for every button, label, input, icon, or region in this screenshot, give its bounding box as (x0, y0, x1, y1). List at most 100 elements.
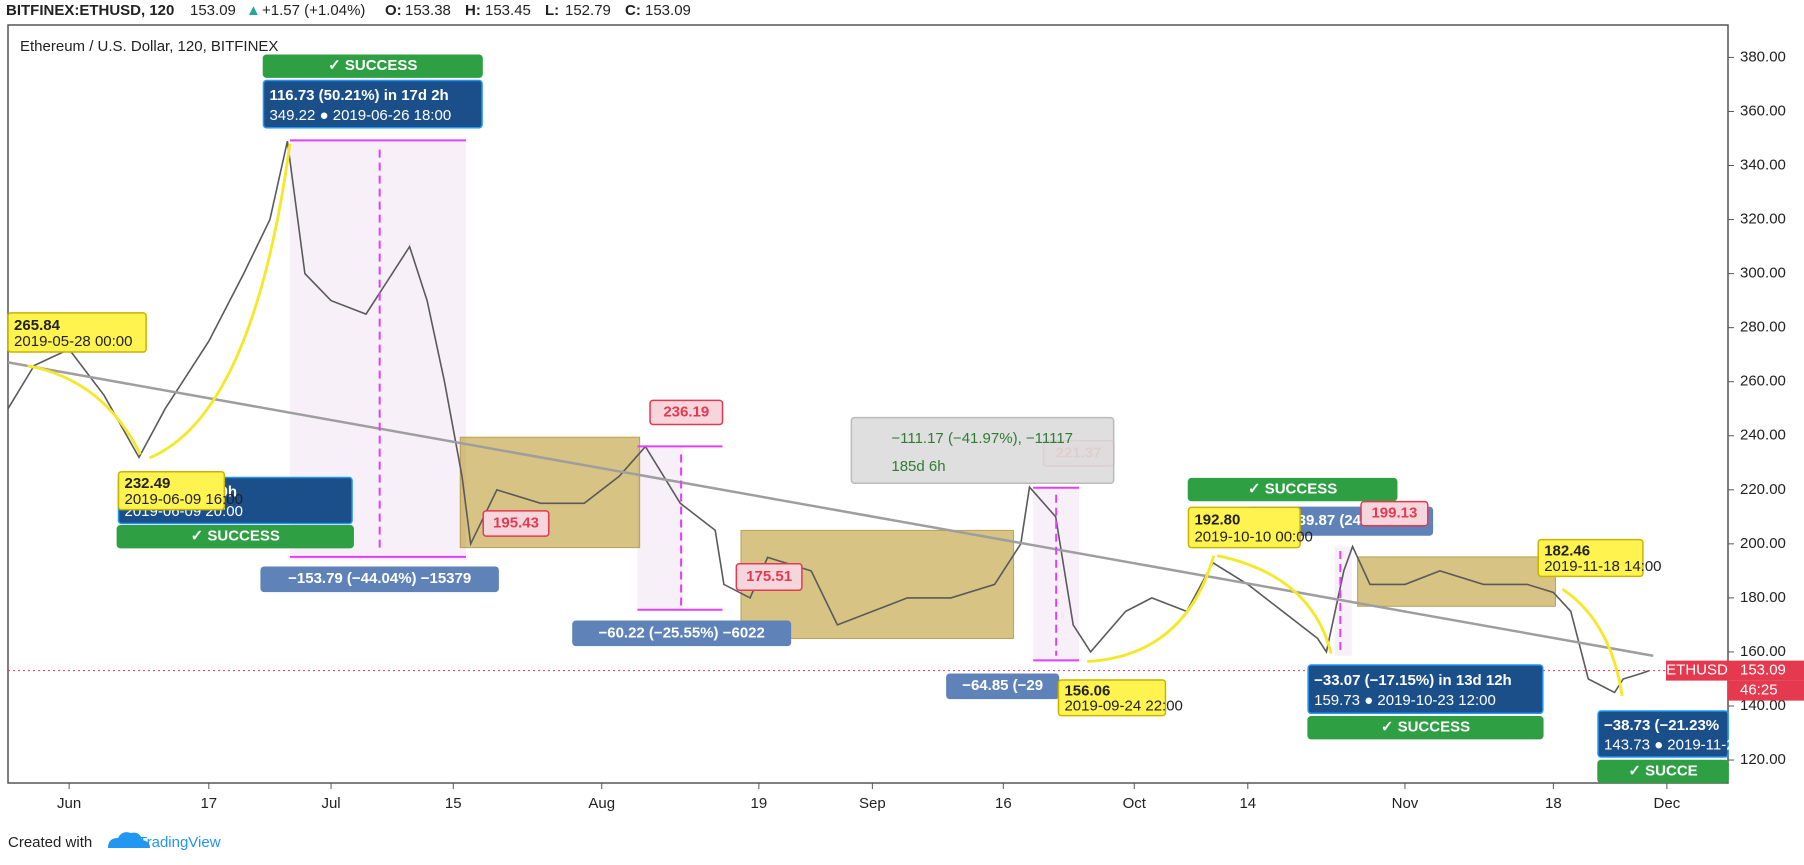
y-tick-label: 120.00 (1740, 751, 1786, 768)
callout-box (1597, 759, 1729, 784)
curve-arrow (1561, 587, 1624, 697)
y-tick-label: 280.00 (1740, 319, 1786, 336)
curve-arrow (27, 364, 142, 456)
callout-box (262, 79, 483, 129)
callout-box (1307, 664, 1544, 715)
ohlc-label: C: (625, 2, 641, 19)
callout-text: 2019-11-18 14:00 (1544, 558, 1661, 575)
callout-text: 349.22 ● 2019-06-26 18:00 (269, 107, 451, 124)
x-tick-label: Aug (588, 795, 615, 812)
callout-text: −153.79 (−44.04%) −15379 (288, 570, 471, 587)
callout-text: 116.73 (50.21%) in 17d 2h (269, 87, 448, 104)
callout-text: 2019-05-28 00:00 (14, 333, 132, 350)
x-tick-label: Jul (321, 795, 340, 812)
ohlc-value: 153.09 (645, 2, 691, 19)
curve-arrow (1087, 555, 1216, 663)
price-line (7, 141, 1650, 694)
callout-text: 2019-09-24 22:00 (1064, 698, 1182, 715)
callout-text: 156.06 (1064, 683, 1110, 700)
callout-box (1057, 679, 1167, 717)
callout-text: 195.43 (493, 514, 539, 531)
symbol: BITFINEX:ETHUSD, 120 (6, 2, 174, 19)
callout-box (1537, 538, 1644, 578)
callout-text: ✓ SUCCESS (1381, 719, 1470, 736)
footer-text: Created with (8, 834, 92, 851)
callout-box (1597, 710, 1729, 758)
x-tick-label: 16 (995, 795, 1012, 812)
callout-text: ✓ SUCCESS (1248, 481, 1337, 498)
ohlc-value: 152.79 (565, 2, 611, 19)
x-tick-label: 17 (200, 795, 217, 812)
callout-box (482, 510, 550, 537)
y-tick-label: 140.00 (1740, 697, 1786, 714)
trend-line (7, 361, 1654, 658)
callout-text: 182.46 (1544, 543, 1590, 560)
callout-text: 236.19 (663, 403, 709, 420)
logo (108, 832, 150, 848)
callout-text: −38.73 (−21.23% (1604, 717, 1719, 734)
chart-title: Ethereum / U.S. Dollar, 120, BITFINEX (20, 38, 278, 55)
callout-text: 232.49 (125, 475, 171, 492)
callout-box (7, 312, 147, 353)
callout-text: 159.73 ● 2019-10-23 12:00 (1314, 692, 1496, 709)
x-tick-label: Sep (859, 795, 886, 812)
callout-text: ✓ SUCCESS (191, 528, 280, 545)
curve-arrow (1216, 554, 1333, 654)
callout-text: −33.07 (−17.15%) in 13d 12h (1314, 672, 1512, 689)
x-tick-label: 19 (751, 795, 768, 812)
callout-box (1307, 716, 1544, 740)
callout-text: 265.84 (14, 317, 61, 334)
callout-box (262, 54, 483, 78)
ohlc-label: L: (545, 2, 559, 19)
callout-text: 143.73 ● 2019-11-2 (1604, 736, 1735, 753)
y-tick-label: 220.00 (1740, 481, 1786, 498)
y-tick-label: 320.00 (1740, 211, 1786, 228)
callout-text: 192.80 (1194, 512, 1240, 529)
x-tick-label: Oct (1123, 795, 1147, 812)
name-tag (1666, 660, 1728, 681)
price: 153.09 (190, 2, 236, 19)
callout-text: 199.13 (1371, 505, 1417, 522)
arrow: ▲ (246, 2, 261, 19)
y-tick-label: 380.00 (1740, 48, 1786, 65)
callout-text: 185d 6h (891, 458, 945, 475)
callout-text: ✓ SUCCESS (328, 57, 417, 74)
y-tick-label: 360.00 (1740, 102, 1786, 119)
y-tick-label: 300.00 (1740, 265, 1786, 282)
callout-text: ✓ SUCCE (1628, 762, 1697, 779)
callout-box (260, 566, 499, 593)
callout-box (1187, 506, 1301, 549)
callout-text: −64.85 (−29 (962, 677, 1043, 694)
callout-text: 2019-06-09 16:00 (125, 491, 243, 508)
callout-box (850, 416, 1115, 484)
y-tick-label: 260.00 (1740, 373, 1786, 390)
callout-box (572, 620, 792, 647)
callout-box (117, 470, 226, 511)
x-tick-label: 15 (445, 795, 462, 812)
y-tick-label: 200.00 (1740, 535, 1786, 552)
x-tick-label: Jun (57, 795, 81, 812)
footer-brand: TradingView (138, 834, 221, 851)
callout-box (116, 525, 354, 549)
price-tag-label: 153.09 (1740, 662, 1786, 679)
callout-text: 2019-10-10 00:00 (1194, 529, 1312, 546)
plot-frame (7, 24, 1729, 784)
y-tick-label: 180.00 (1740, 589, 1786, 606)
callout-box (1187, 477, 1398, 502)
countdown-label: 46:25 (1740, 682, 1778, 699)
countdown-tag (1728, 680, 1804, 701)
callout-text: −60.22 (−25.55%) −6022 (598, 624, 764, 641)
name-tag-label: ETHUSD (1666, 662, 1728, 679)
x-tick-label: 14 (1239, 795, 1256, 812)
x-tick-label: Nov (1392, 795, 1419, 812)
ohlc-label: H: (465, 2, 481, 19)
header: BITFINEX:ETHUSD, 120 153.09 ▲ +1.57 (+1.… (6, 2, 365, 19)
x-tick-label: Dec (1654, 795, 1681, 812)
range-box (1357, 556, 1556, 607)
callout-box (649, 399, 724, 426)
y-tick-label: 160.00 (1740, 643, 1786, 660)
y-tick-label: 340.00 (1740, 156, 1786, 173)
ohlc-value: 153.38 (405, 2, 451, 19)
callout-text: −111.17 (−41.97%), −11117 (891, 430, 1073, 447)
